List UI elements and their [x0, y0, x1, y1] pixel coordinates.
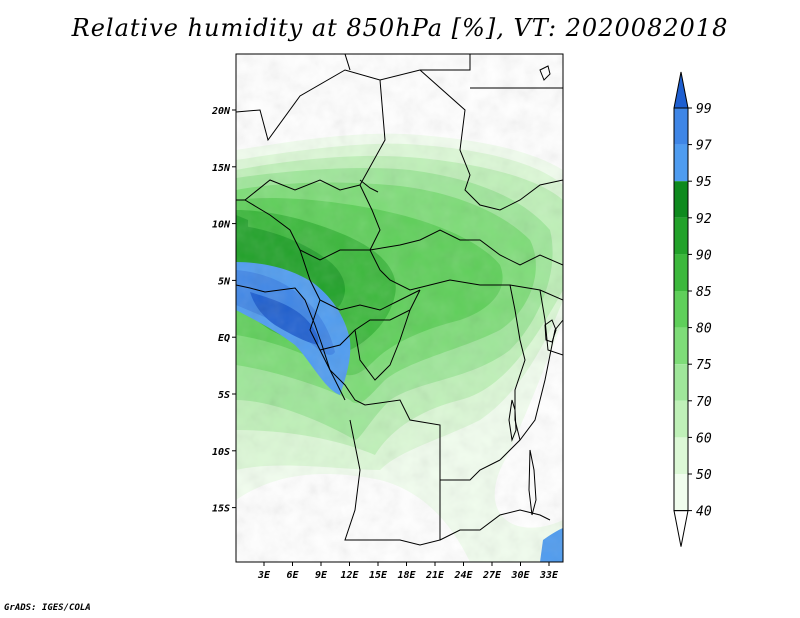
- lon-tick-label: 6E: [286, 570, 299, 581]
- lake-outline: [544, 319, 557, 343]
- colorbar-swatch: [674, 108, 688, 145]
- colorbar-bottom-arrow: [673, 510, 689, 547]
- colorbar-swatch: [674, 400, 688, 438]
- colorbar-level-label: 90: [696, 248, 712, 263]
- colorbar-level-label: 80: [696, 322, 712, 337]
- colorbar-level-label: 92: [696, 212, 712, 227]
- colorbar: 99 97 95 92 90 85 80 75 70 60 50 40: [673, 71, 712, 547]
- lat-tick-label: 10S: [212, 447, 230, 458]
- colorbar-level-label: 97: [696, 139, 712, 154]
- lake-outline: [508, 399, 517, 442]
- lat-tick-label: 5N: [218, 276, 231, 287]
- colorbar-swatch: [674, 217, 688, 255]
- lon-tick-label: 33E: [539, 570, 559, 581]
- lake-outline: [528, 449, 537, 516]
- lat-tick-label: 15N: [212, 163, 231, 174]
- longitude-axis: 3E 6E 9E 12E 15E 18E 21E 24E 27E 30E 33E: [257, 562, 559, 581]
- lon-tick-label: 12E: [340, 570, 359, 581]
- colorbar-level-label: 70: [696, 395, 712, 410]
- colorbar-level-label: 40: [696, 505, 712, 520]
- colorbar-top-arrow: [673, 71, 689, 109]
- border-line: [419, 69, 563, 211]
- lon-tick-label: 9E: [315, 570, 328, 581]
- border-line: [319, 349, 501, 481]
- lon-tick-label: 21E: [425, 570, 445, 581]
- border-line: [299, 249, 421, 311]
- border-line: [379, 54, 471, 81]
- map-title: Relative humidity at 850hPa [%], VT: 202…: [71, 14, 729, 42]
- lon-tick-label: 30E: [510, 570, 530, 581]
- lon-tick-label: 15E: [369, 570, 388, 581]
- latitude-axis: 20N 15N 10N 5N EQ 5S 10S 15S: [211, 106, 236, 515]
- colorbar-swatch: [674, 181, 688, 218]
- colorbar-level-label: 85: [696, 285, 712, 300]
- lat-tick-label: 15S: [212, 504, 230, 515]
- island-outline: [539, 65, 551, 81]
- colorbar-level-label: 50: [696, 468, 712, 483]
- country-borders: [236, 54, 563, 546]
- border-line: [539, 289, 563, 356]
- humidity-field: [236, 54, 563, 562]
- lat-tick-label: 10N: [212, 220, 231, 231]
- coastline: [236, 284, 346, 401]
- colorbar-level-label: 75: [696, 358, 712, 373]
- lon-tick-label: 18E: [397, 570, 416, 581]
- colorbar-swatch: [674, 474, 688, 511]
- colorbar-swatch: [674, 144, 688, 182]
- colorbar-swatch: [674, 291, 688, 328]
- grads-credit: GrADS: IGES/COLA: [4, 603, 91, 613]
- border-line: [439, 509, 551, 541]
- colorbar-swatch: [674, 254, 688, 291]
- border-line: [369, 249, 563, 301]
- colorbar-level-label: 95: [696, 175, 712, 190]
- colorbar-level-label: 99: [696, 102, 712, 117]
- border-line: [344, 419, 441, 546]
- lon-tick-label: 3E: [257, 570, 271, 581]
- lake-outline: [359, 179, 379, 193]
- lat-tick-label: EQ: [218, 333, 230, 344]
- colorbar-swatch: [674, 437, 688, 474]
- map-area: [236, 54, 563, 562]
- colorbar-swatch: [674, 364, 688, 401]
- border-line: [354, 309, 411, 381]
- map-frame: [235, 53, 564, 563]
- texture-overlay: [236, 54, 563, 562]
- lat-tick-label: 5S: [218, 390, 230, 401]
- lat-tick-label: 20N: [211, 106, 231, 117]
- colorbar-swatch: [674, 327, 688, 365]
- border-line: [344, 54, 351, 71]
- border-line: [369, 229, 563, 266]
- colorbar-level-label: 60: [696, 431, 712, 446]
- lon-tick-label: 24E: [453, 570, 473, 581]
- colorbar-outline: [673, 107, 689, 512]
- lon-tick-label: 27E: [482, 570, 502, 581]
